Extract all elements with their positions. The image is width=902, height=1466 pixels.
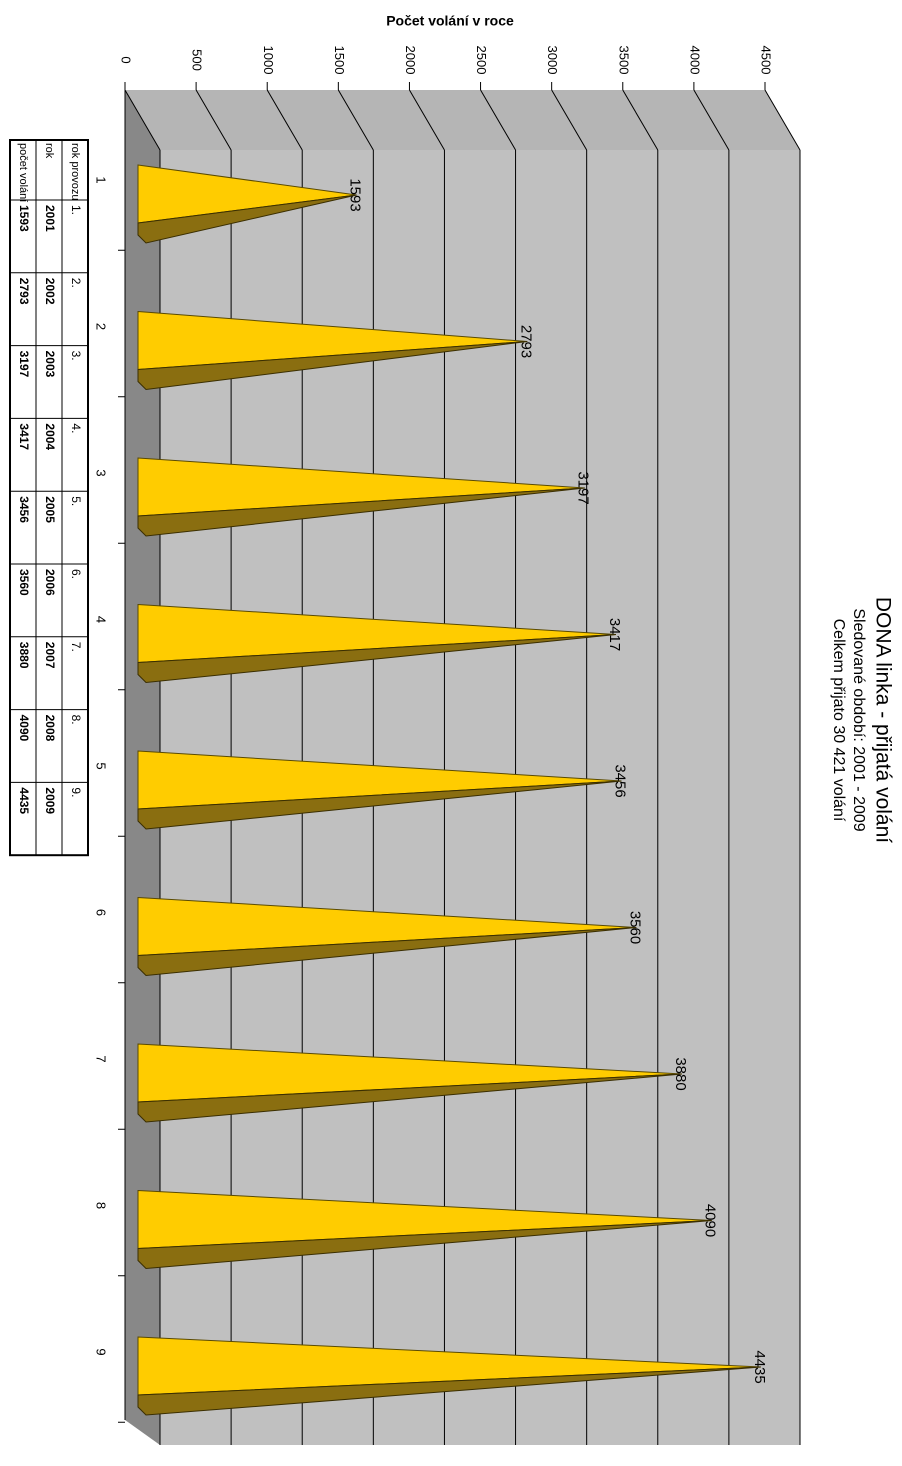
cone-shadow (137, 1366, 761, 1416)
table-cell: 2004 (43, 423, 57, 450)
x-tick-label: 9 (94, 1348, 109, 1355)
value-label: 3456 (612, 764, 629, 797)
table-cell: 3. (69, 351, 83, 361)
grid-line (195, 89, 232, 151)
table-cell: 2009 (43, 787, 57, 814)
table-row-label: rok (43, 143, 55, 159)
value-label: 3880 (672, 1057, 689, 1090)
table-cell: 3417 (17, 423, 31, 450)
grid-line (409, 89, 445, 151)
table-cell: 3456 (17, 496, 31, 523)
x-tick-label: 4 (94, 616, 109, 623)
y-tick-label: 3000 (545, 46, 560, 75)
table-row-label: rok provozu (69, 143, 81, 200)
table-cell: 2008 (43, 715, 57, 742)
table-cell: 9. (69, 787, 83, 797)
table-cell: 1593 (17, 205, 31, 232)
grid-line (551, 89, 588, 151)
subtitle: Celkem přijato 30 421 volání (830, 619, 847, 822)
grid-line (693, 89, 730, 151)
table-cell: 4435 (17, 787, 31, 814)
x-tick-label: 7 (94, 1055, 109, 1062)
y-tick-label: 2500 (474, 46, 489, 75)
value-label: 3197 (575, 471, 592, 504)
table-cell: 2793 (17, 278, 31, 305)
x-tick-label: 5 (94, 762, 109, 769)
table-cell: 4090 (17, 715, 31, 742)
axis-label: Počet volání v roce (386, 13, 514, 29)
table-cell: 2005 (43, 496, 57, 523)
grid-line (622, 89, 659, 151)
table-cell: 2. (69, 278, 83, 288)
cone-shadow (137, 780, 622, 830)
grid-line (480, 89, 516, 151)
grid-line (337, 89, 374, 151)
cone-shadow (137, 194, 357, 244)
x-tick-label: 6 (94, 909, 109, 916)
table-border (9, 139, 89, 857)
x-tick-label: 1 (94, 176, 109, 183)
y-tick-label: 3500 (616, 46, 631, 75)
grid-line (266, 89, 303, 151)
table-cell: 3880 (17, 642, 31, 669)
table-cell: 2002 (43, 278, 57, 305)
table-cell: 2007 (43, 642, 57, 669)
x-tick-label: 2 (94, 323, 109, 330)
value-label: 4090 (702, 1204, 719, 1237)
cone-shadow (137, 487, 585, 537)
y-tick-label: 1500 (332, 46, 347, 75)
table-cell: 2006 (43, 569, 57, 596)
x-tick-label: 8 (94, 1202, 109, 1209)
chart-title: DONA linka - přijatá volání (871, 597, 894, 843)
value-label: 3560 (626, 911, 643, 944)
y-tick-label: 0 (119, 56, 134, 63)
value-label: 1593 (347, 178, 364, 211)
table-cell: 8. (69, 715, 83, 725)
table-cell: 5. (69, 496, 83, 506)
value-label: 3417 (606, 618, 623, 651)
cone-shadow (137, 1073, 682, 1123)
cone-shadow (137, 927, 637, 977)
table-cell: 2001 (43, 205, 57, 232)
y-tick-label: 4500 (759, 46, 774, 75)
subtitle: Sledované období: 2001 - 2009 (850, 608, 867, 831)
value-label: 2793 (517, 325, 534, 358)
cone-shadow (137, 341, 528, 391)
grid-line (124, 89, 161, 151)
grid-line (764, 89, 801, 151)
cone-shadow (137, 634, 617, 684)
y-tick-label: 1000 (261, 46, 276, 75)
table-row-label: počet volání (17, 143, 29, 202)
table-cell: 2003 (43, 351, 57, 378)
value-label: 4435 (751, 1350, 768, 1383)
table-cell: 6. (69, 569, 83, 579)
table-cell: 3197 (17, 351, 31, 378)
x-tick-label: 3 (94, 469, 109, 476)
table-cell: 1. (69, 205, 83, 215)
table-cell: 3560 (17, 569, 31, 596)
y-tick-label: 500 (190, 49, 205, 71)
table-cell: 7. (69, 642, 83, 652)
y-tick-label: 2000 (403, 46, 418, 75)
cone-shadow (137, 1220, 712, 1270)
y-tick-label: 4000 (687, 46, 702, 75)
table-cell: 4. (69, 423, 83, 433)
